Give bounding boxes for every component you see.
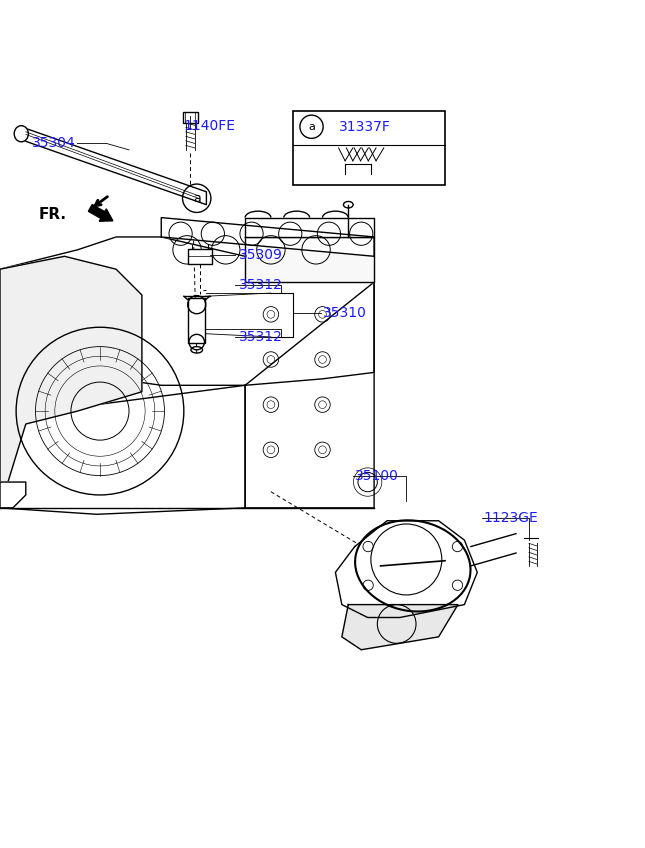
Text: a: a (193, 192, 201, 204)
Text: 31337F: 31337F (339, 120, 390, 134)
Polygon shape (0, 237, 374, 404)
Polygon shape (23, 127, 206, 204)
Bar (188, 248, 212, 264)
Bar (293, 111, 445, 186)
Text: 35312: 35312 (239, 277, 283, 292)
Text: 35309: 35309 (239, 248, 283, 262)
Polygon shape (245, 282, 374, 508)
Polygon shape (342, 605, 458, 650)
Polygon shape (0, 379, 245, 514)
Text: 35100: 35100 (355, 469, 399, 483)
Polygon shape (0, 256, 142, 508)
Polygon shape (0, 482, 26, 508)
FancyArrow shape (88, 204, 113, 221)
Text: 35310: 35310 (322, 306, 366, 320)
Ellipse shape (14, 126, 28, 142)
Text: 1123GE: 1123GE (484, 510, 539, 525)
Bar (183, 113, 198, 123)
Text: 35312: 35312 (239, 330, 283, 344)
Text: 35304: 35304 (32, 137, 76, 150)
Polygon shape (245, 237, 374, 282)
Text: a: a (308, 122, 315, 131)
Text: 1140FE: 1140FE (184, 119, 236, 133)
Polygon shape (161, 218, 374, 256)
Ellipse shape (355, 521, 470, 611)
Polygon shape (335, 521, 477, 617)
Polygon shape (245, 218, 374, 237)
Bar (188, 298, 205, 343)
Text: FR.: FR. (39, 207, 66, 222)
